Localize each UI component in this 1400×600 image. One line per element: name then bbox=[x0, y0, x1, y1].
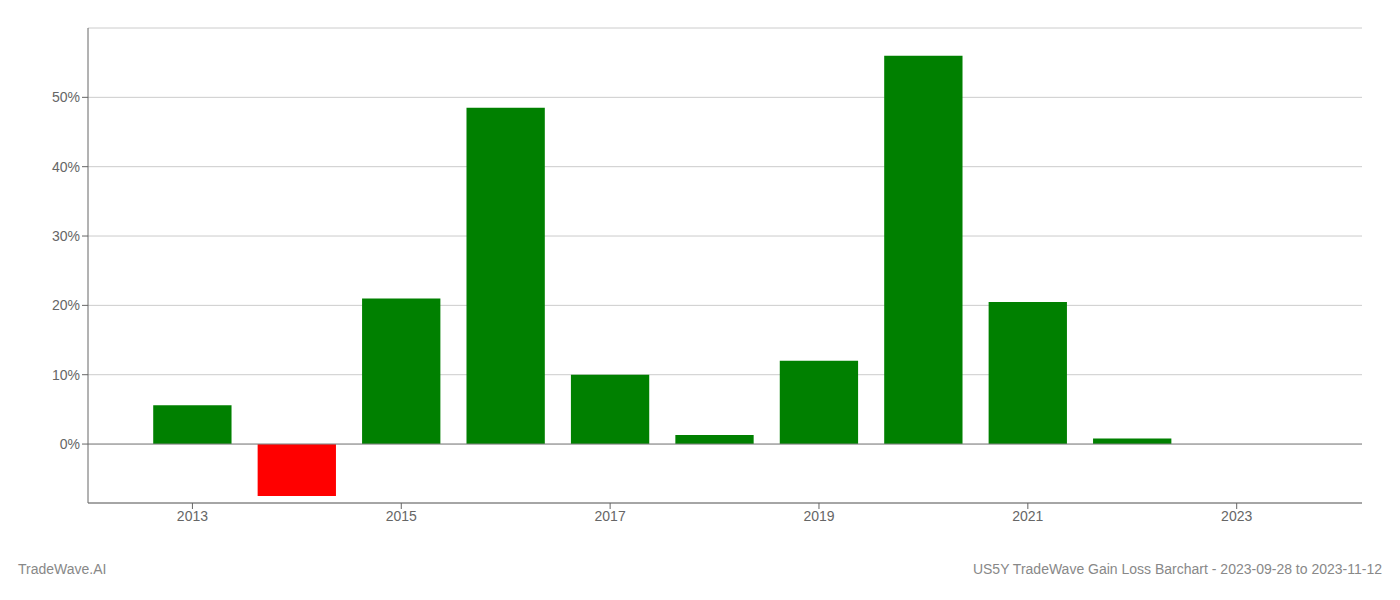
svg-text:2017: 2017 bbox=[595, 508, 626, 524]
svg-text:10%: 10% bbox=[52, 367, 80, 383]
svg-text:2015: 2015 bbox=[386, 508, 417, 524]
svg-text:50%: 50% bbox=[52, 89, 80, 105]
svg-text:2013: 2013 bbox=[177, 508, 208, 524]
svg-text:20%: 20% bbox=[52, 297, 80, 313]
svg-text:0%: 0% bbox=[60, 436, 80, 452]
html-text:US5Y TradeWave Gain Loss Barch: US5Y TradeWave Gain Loss Barchart - 2023… bbox=[972, 561, 1382, 577]
svg-text:30%: 30% bbox=[52, 228, 80, 244]
svg-text:2021: 2021 bbox=[1012, 508, 1043, 524]
html-text:TradeWave.AI: TradeWave.AI bbox=[18, 561, 107, 577]
svg-text:2023: 2023 bbox=[1221, 508, 1252, 524]
svg-text:40%: 40% bbox=[52, 159, 80, 175]
svg-text:2019: 2019 bbox=[803, 508, 834, 524]
